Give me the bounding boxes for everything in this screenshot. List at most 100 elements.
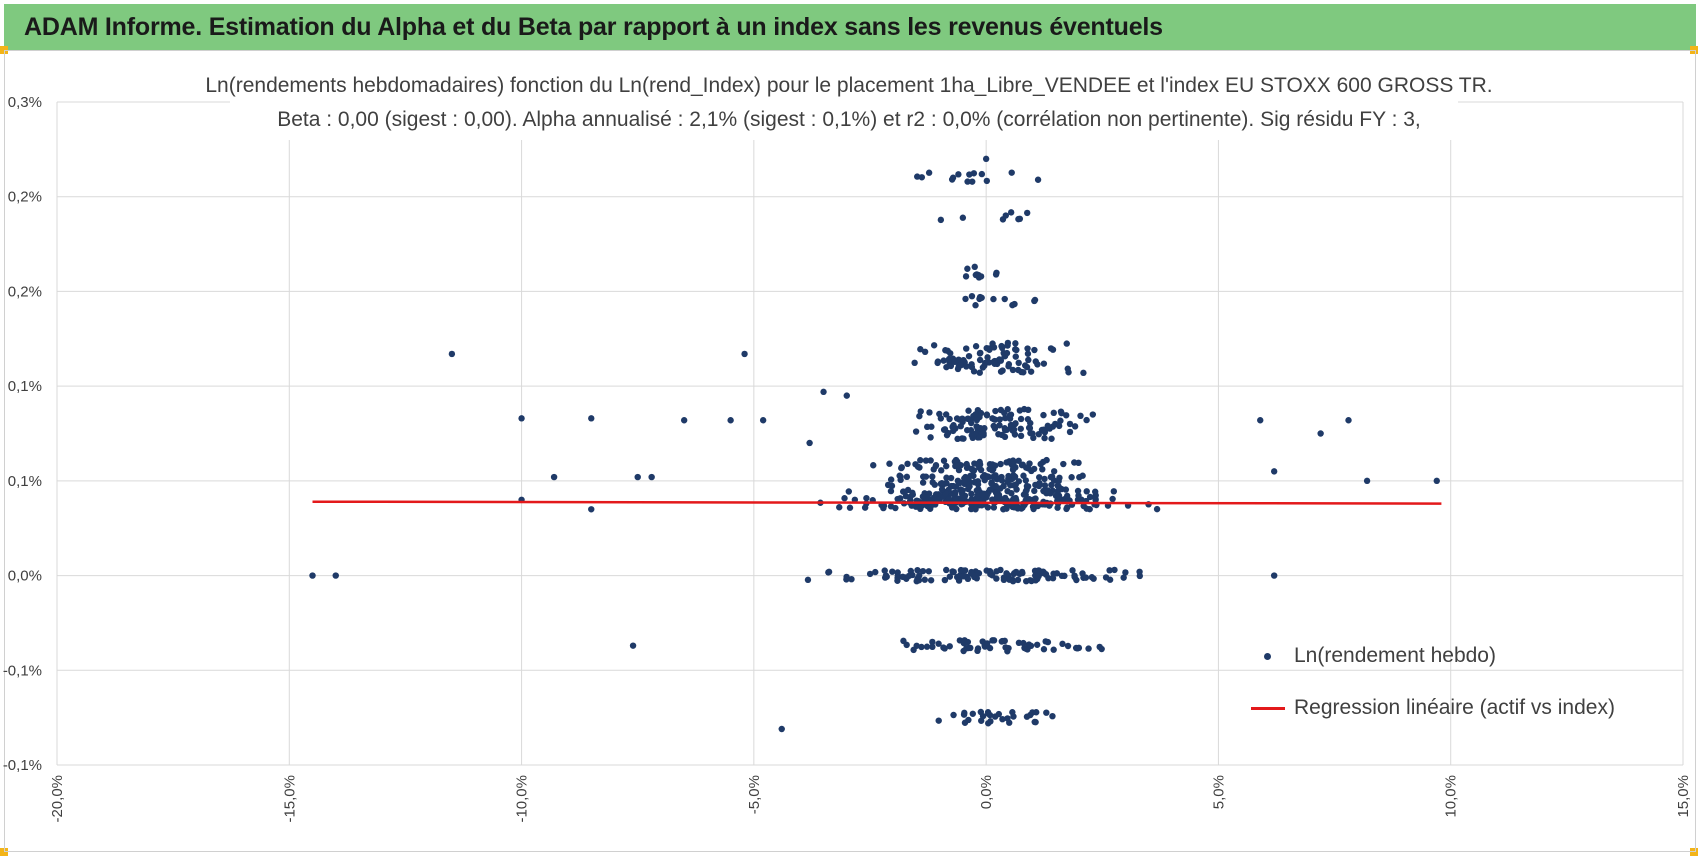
data-point: [978, 170, 986, 178]
data-point: [1009, 366, 1017, 374]
data-point: [922, 457, 930, 464]
data-point: [935, 717, 942, 724]
data-point: [1007, 411, 1015, 418]
data-point: [998, 638, 1005, 645]
data-point: [983, 177, 991, 185]
data-point: [1110, 488, 1118, 495]
data-point: [998, 477, 1006, 484]
data-point: [999, 715, 1006, 723]
data-point: [936, 410, 943, 418]
data-point: [1033, 641, 1041, 648]
data-point: [952, 490, 959, 497]
data-point: [963, 645, 970, 652]
data-point: [962, 295, 969, 303]
data-point: [961, 709, 968, 717]
data-point: [1075, 492, 1082, 499]
data-point: [1027, 429, 1034, 437]
data-point: [629, 642, 637, 649]
data-point: [940, 644, 947, 651]
point-marker-icon: [1264, 652, 1271, 660]
data-point: [986, 346, 993, 353]
data-point: [946, 643, 953, 650]
data-point: [990, 504, 998, 511]
chart-frame: [4, 50, 1696, 852]
data-point: [866, 570, 874, 578]
data-point: [1040, 426, 1048, 433]
data-point: [332, 572, 339, 579]
data-point: [759, 417, 767, 424]
data-point: [971, 263, 978, 271]
data-point: [978, 294, 985, 301]
data-point: [887, 476, 895, 483]
data-point: [1001, 409, 1008, 417]
data-point: [1062, 486, 1070, 493]
data-point: [992, 407, 999, 415]
chart-legend: Ln(rendement hebdo) Regression linéaire …: [1245, 638, 1615, 742]
data-point: [927, 457, 934, 464]
data-point: [964, 265, 971, 272]
data-point: [938, 480, 946, 487]
data-point: [1015, 359, 1022, 367]
data-point: [1071, 423, 1079, 430]
legend-item-points: Ln(rendement hebdo): [1245, 638, 1615, 674]
data-point: [972, 411, 979, 418]
corner-marker: [0, 848, 8, 856]
data-point: [1034, 176, 1042, 183]
data-point: [947, 474, 955, 482]
data-point: [1014, 505, 1022, 512]
data-point: [634, 473, 641, 481]
data-point: [1024, 350, 1032, 357]
corner-marker: [1690, 848, 1698, 856]
data-point: [961, 477, 969, 485]
data-point: [1028, 467, 1035, 475]
data-point: [943, 462, 950, 470]
data-point: [1086, 493, 1094, 501]
data-point: [963, 363, 970, 370]
data-point: [911, 359, 918, 367]
data-point: [841, 495, 848, 502]
data-point: [959, 494, 966, 501]
data-point: [991, 425, 999, 432]
data-point: [836, 504, 843, 511]
data-point: [980, 430, 987, 437]
data-point: [1083, 416, 1090, 424]
data-point: [966, 483, 973, 490]
data-point: [932, 462, 940, 469]
data-point: [953, 462, 961, 469]
data-point: [983, 411, 991, 418]
data-point: [999, 344, 1006, 352]
data-point: [934, 496, 942, 503]
data-point: [1000, 576, 1008, 584]
data-point: [894, 574, 901, 582]
data-point: [986, 465, 993, 473]
data-point: [1010, 426, 1018, 433]
data-point: [938, 467, 945, 474]
y-tick-label: 0,3%: [8, 94, 42, 111]
data-point: [1026, 577, 1034, 584]
data-point: [846, 504, 854, 511]
data-point: [1008, 489, 1015, 497]
data-point: [984, 640, 991, 647]
data-point: [943, 566, 950, 574]
data-point: [927, 434, 934, 441]
data-point: [741, 350, 748, 358]
data-point: [1032, 718, 1039, 726]
data-point: [1005, 363, 1012, 370]
data-point: [1063, 505, 1070, 513]
data-point: [953, 415, 961, 422]
data-point: [993, 568, 1000, 575]
y-tick-label: 0,0%: [8, 568, 42, 585]
data-point: [1015, 366, 1022, 374]
data-point: [935, 640, 942, 647]
data-point: [1020, 369, 1027, 376]
data-point: [986, 644, 994, 652]
data-point: [1009, 578, 1017, 585]
data-point: [966, 171, 973, 178]
data-point: [981, 362, 988, 369]
data-point: [1041, 475, 1048, 483]
data-point: [1042, 571, 1050, 578]
data-point: [937, 216, 945, 224]
data-point: [550, 473, 558, 481]
data-point: [1089, 411, 1097, 418]
data-point: [960, 435, 967, 442]
